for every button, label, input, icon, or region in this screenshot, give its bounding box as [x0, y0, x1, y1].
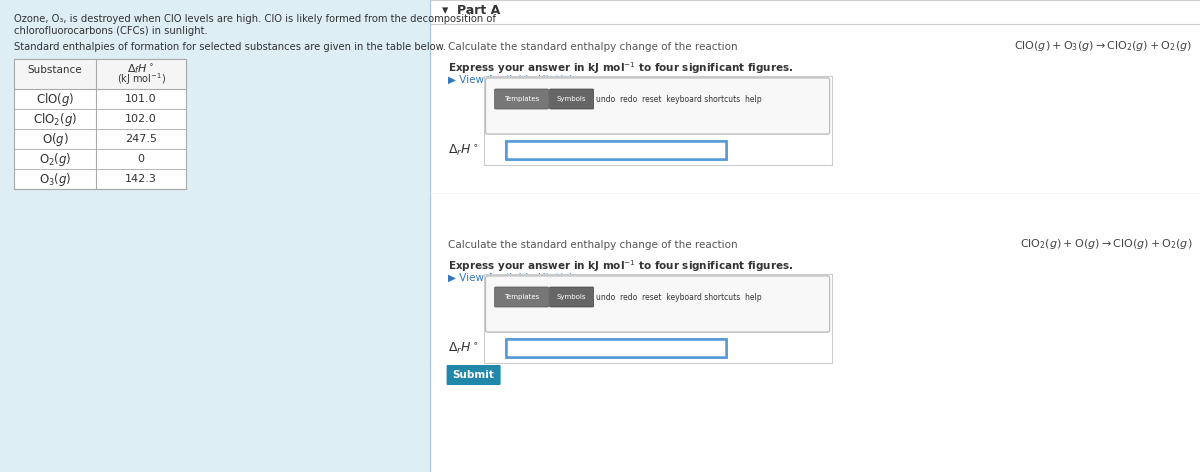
Text: $\Delta_r H^\circ =$: $\Delta_r H^\circ =$: [448, 143, 493, 158]
FancyBboxPatch shape: [550, 287, 594, 307]
Text: Standard enthalpies of formation for selected substances are given in the table : Standard enthalpies of formation for sel…: [14, 42, 446, 52]
Bar: [0, 0, 430, 472]
Text: $\mathrm{O_3}(g)$: $\mathrm{O_3}(g)$: [38, 170, 71, 187]
FancyBboxPatch shape: [550, 89, 594, 109]
Text: 142.3: 142.3: [125, 174, 157, 184]
Text: Templates: Templates: [504, 294, 539, 300]
FancyBboxPatch shape: [486, 276, 829, 332]
Text: Ozone, O₃, is destroyed when ClO levels are high. ClO is likely formed from the : Ozone, O₃, is destroyed when ClO levels …: [14, 14, 496, 24]
Bar: [505, 141, 726, 159]
Text: 0: 0: [138, 154, 144, 164]
Text: $\mathrm{O}(g)$: $\mathrm{O}(g)$: [42, 130, 68, 147]
Text: ▶ View Available Hint(s): ▶ View Available Hint(s): [448, 74, 572, 84]
Text: chlorofluorocarbons (CFCs) in sunlight.: chlorofluorocarbons (CFCs) in sunlight.: [14, 26, 208, 36]
Text: $\Delta_f H^\circ$: $\Delta_f H^\circ$: [127, 62, 155, 76]
Bar: [484, 274, 832, 363]
Text: Submit: Submit: [452, 370, 494, 380]
Text: kJ mol$^{-1}$: kJ mol$^{-1}$: [733, 142, 778, 158]
Text: ▶ View Available Hint(s): ▶ View Available Hint(s): [448, 272, 572, 282]
Text: 102.0: 102.0: [125, 114, 157, 124]
Text: ▾  Part A: ▾ Part A: [442, 3, 500, 17]
Bar: [14, 59, 186, 189]
FancyBboxPatch shape: [446, 365, 500, 385]
Text: undo  redo  reset  keyboard shortcuts  help: undo redo reset keyboard shortcuts help: [595, 94, 761, 103]
Bar: [505, 339, 726, 357]
Text: Symbols: Symbols: [557, 294, 587, 300]
Text: $\mathrm{ClO}(g)$: $\mathrm{ClO}(g)$: [36, 91, 74, 108]
Text: Substance: Substance: [28, 65, 83, 75]
Text: Templates: Templates: [504, 96, 539, 102]
Text: 247.5: 247.5: [125, 134, 157, 144]
FancyBboxPatch shape: [486, 78, 829, 134]
Text: 101.0: 101.0: [125, 94, 157, 104]
Text: Calculate the standard enthalpy change of the reaction: Calculate the standard enthalpy change o…: [448, 240, 737, 250]
Text: $\Delta_r H^\circ =$: $\Delta_r H^\circ =$: [448, 340, 493, 355]
FancyBboxPatch shape: [494, 89, 548, 109]
Text: Express your answer in kJ mol$^{-1}$ to four significant figures.: Express your answer in kJ mol$^{-1}$ to …: [448, 258, 793, 274]
Text: $\mathrm{ClO}(g) + \mathrm{O_3}(g) \rightarrow \mathrm{ClO_2}(g) + \mathrm{O_2}(: $\mathrm{ClO}(g) + \mathrm{O_3}(g) \righ…: [1014, 39, 1192, 53]
Text: kJ mol$^{-1}$: kJ mol$^{-1}$: [733, 340, 778, 356]
Bar: [484, 76, 832, 165]
Text: Symbols: Symbols: [557, 96, 587, 102]
Bar: [14, 59, 186, 89]
Text: undo  redo  reset  keyboard shortcuts  help: undo redo reset keyboard shortcuts help: [595, 293, 761, 302]
FancyBboxPatch shape: [494, 287, 548, 307]
Text: (kJ mol$^{-1}$): (kJ mol$^{-1}$): [116, 71, 166, 87]
Text: $\mathrm{O_2}(g)$: $\mathrm{O_2}(g)$: [38, 151, 71, 168]
Text: Express your answer in kJ mol$^{-1}$ to four significant figures.: Express your answer in kJ mol$^{-1}$ to …: [448, 60, 793, 76]
Text: Calculate the standard enthalpy change of the reaction: Calculate the standard enthalpy change o…: [448, 42, 737, 52]
Text: $\mathrm{ClO_2}(g) + \mathrm{O}(g) \rightarrow \mathrm{ClO}(g) + \mathrm{O_2}(g): $\mathrm{ClO_2}(g) + \mathrm{O}(g) \righ…: [1020, 237, 1192, 251]
Text: $\mathrm{ClO_2}(g)$: $\mathrm{ClO_2}(g)$: [32, 110, 77, 127]
